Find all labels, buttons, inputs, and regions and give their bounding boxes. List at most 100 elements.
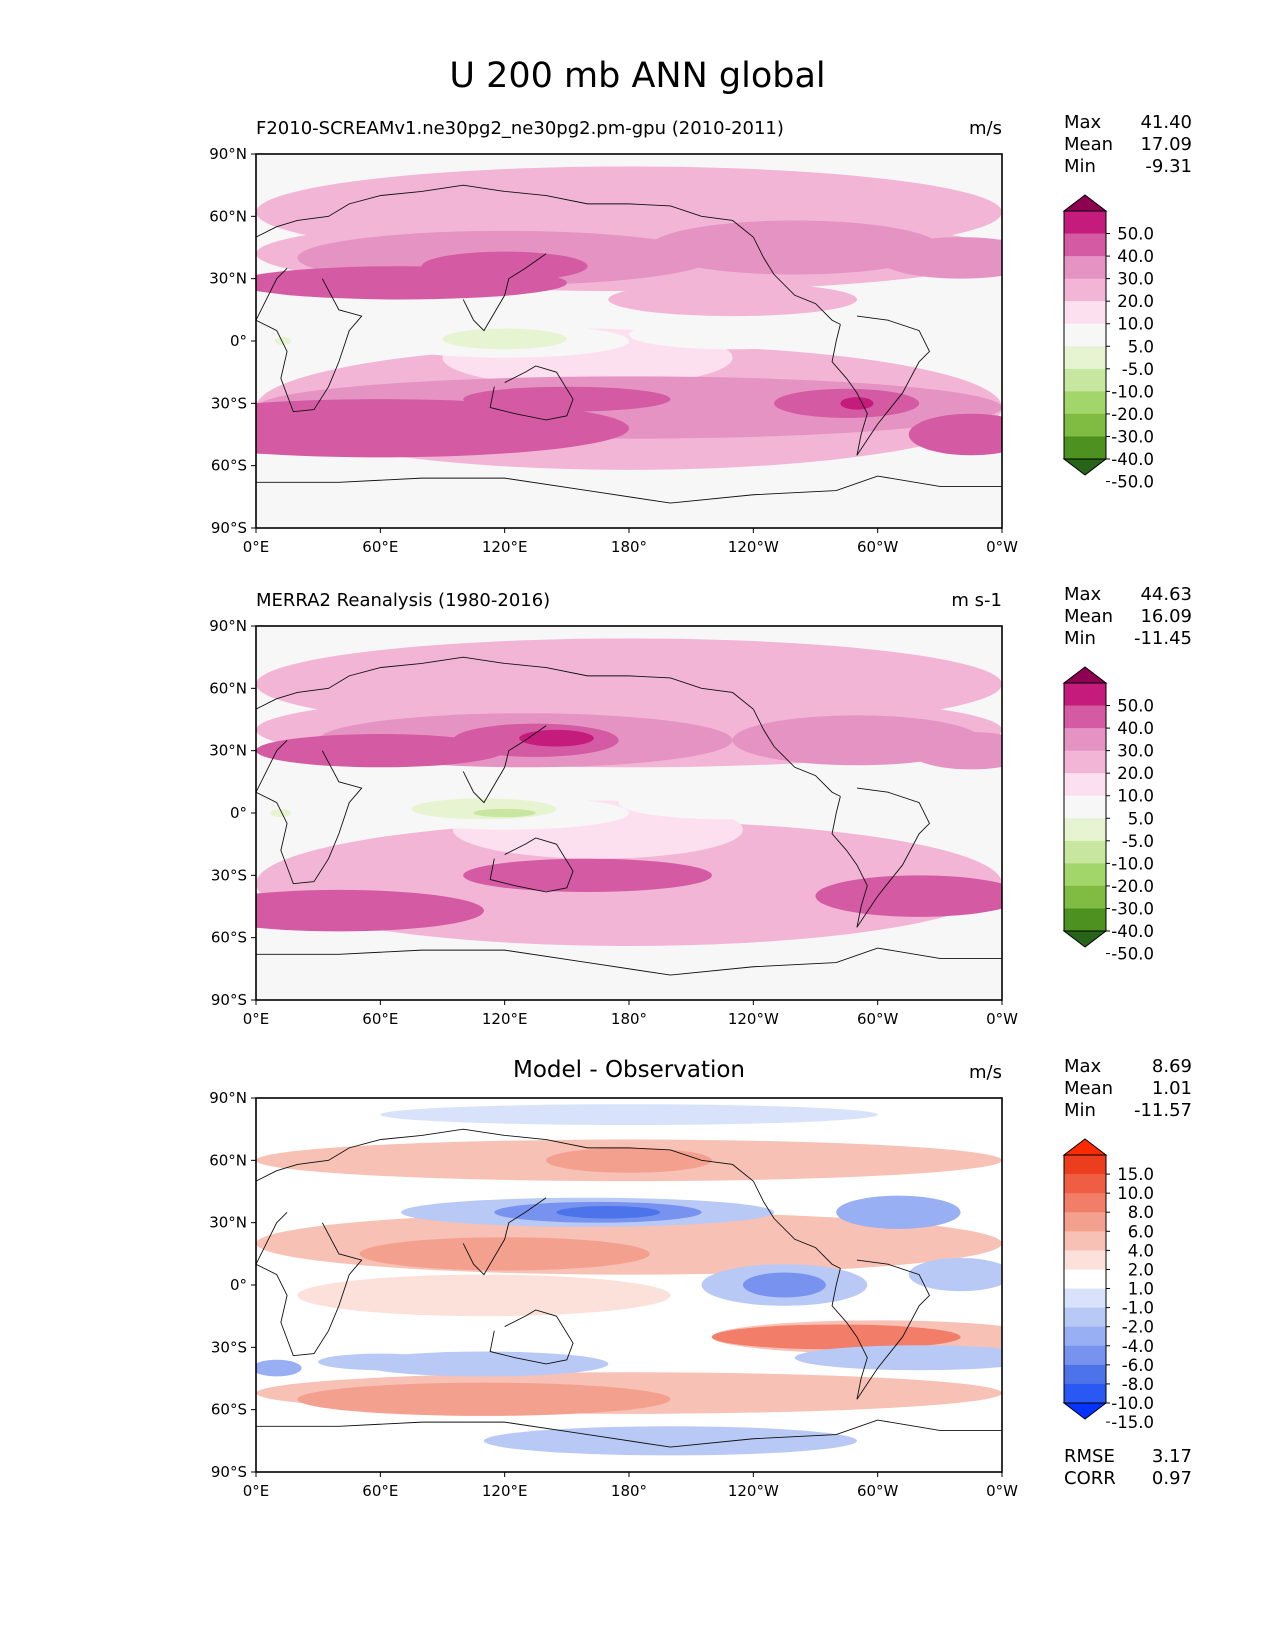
colorbar-label: -40.0 (1111, 450, 1154, 469)
coastline (831, 1268, 868, 1400)
figure-title: U 200 mb ANN global (449, 56, 826, 96)
min-label: Min (1064, 1100, 1096, 1121)
x-tick-label: 120°E (482, 538, 528, 556)
max-value: 8.69 (1151, 1056, 1192, 1077)
rmse-label: RMSE (1064, 1446, 1115, 1467)
colorbar-extend-min (1062, 930, 1108, 948)
colorbar-extend-max (1062, 194, 1108, 212)
colorbar-segment (1064, 1383, 1106, 1404)
x-tick-label: 0°W (986, 1010, 1018, 1028)
panel-title: Model - Observation (512, 1057, 746, 1083)
contour-region (297, 1382, 671, 1416)
contour-region (411, 798, 557, 820)
coastline (256, 656, 629, 710)
colorbar-segment (1064, 1250, 1106, 1270)
contour-region (815, 875, 1002, 917)
colorbar-label: -50.0 (1111, 473, 1154, 492)
colorbar-label: -8.0 (1122, 1375, 1154, 1394)
colorbar-label: -20.0 (1111, 877, 1154, 896)
colorbar-label: 15.0 (1117, 1165, 1154, 1184)
colorbar-label: 1.0 (1128, 1280, 1154, 1299)
colorbar-segment (1064, 795, 1106, 819)
colorbar-label: 10.0 (1117, 1184, 1154, 1203)
contour-region (463, 386, 671, 412)
contour-region (318, 1353, 443, 1371)
field-layer (256, 1098, 1002, 1472)
units-label: m/s (969, 1062, 1002, 1083)
coastline (856, 1259, 931, 1400)
difference-panel: Model - Observation m/s Max 8.69 Mean 1.01… (0, 1054, 1275, 1524)
coastline (462, 1197, 547, 1276)
colorbar-frame (1063, 682, 1107, 932)
map-plot: 0°E 60°E 120°E 180° 120°W 60°W 0°W 90°N 60°N 30°N… (209, 617, 1154, 1028)
coastline (831, 796, 868, 928)
colorbar-segment (1064, 211, 1106, 235)
contour-region (473, 808, 536, 818)
mean-value: 1.01 (1151, 1078, 1192, 1099)
y-tick-label: 60°N (209, 679, 247, 697)
coastline (489, 1309, 574, 1365)
y-tick-label: 90°S (211, 991, 247, 1009)
colorbar-label: 20.0 (1117, 764, 1154, 783)
colorbar-segment (1064, 1364, 1106, 1385)
corr-label: CORR (1064, 1468, 1116, 1489)
colorbar-extend-max (1062, 1138, 1108, 1156)
colorbar-segment (1064, 1212, 1106, 1232)
contour-region (256, 1359, 302, 1377)
contour-region (877, 237, 1002, 279)
contour-region (742, 1272, 826, 1298)
colorbar-label: 6.0 (1128, 1222, 1154, 1241)
colorbar-segment (1064, 683, 1106, 707)
colorbar-label: 8.0 (1128, 1203, 1154, 1222)
y-tick-label: 90°N (209, 145, 247, 163)
colorbar-label: 4.0 (1128, 1241, 1154, 1260)
colorbar-segment (1064, 278, 1106, 302)
y-tick-label: 30°S (211, 866, 247, 884)
max-value: 41.40 (1140, 112, 1192, 133)
contour-region (711, 1324, 961, 1350)
colorbar-label: 5.0 (1128, 809, 1154, 828)
coastline (256, 475, 1002, 504)
stats-box: Max 8.69 Mean 1.01 Min -11.57 (1064, 1056, 1192, 1122)
colorbar-label: 50.0 (1117, 697, 1154, 716)
field-layer (256, 626, 1002, 1000)
y-tick-label: 90°S (211, 519, 247, 537)
x-tick-label: 120°E (482, 1010, 528, 1028)
max-value: 44.63 (1140, 584, 1192, 605)
x-tick-label: 60°W (857, 1482, 899, 1500)
contour-region (618, 785, 826, 820)
x-tick-label: 180° (611, 1010, 647, 1028)
x-tick-label: 120°E (482, 1482, 528, 1500)
colorbar-segment (1064, 1269, 1106, 1290)
y-tick-label: 90°N (209, 617, 247, 635)
colorbar-label: 10.0 (1117, 315, 1154, 334)
colorbar-segment (1064, 391, 1106, 415)
coastline (256, 267, 363, 413)
y-tick-label: 60°S (211, 457, 247, 475)
colorbar-segment (1064, 773, 1106, 797)
colorbar-segment (1064, 436, 1106, 460)
coastline (256, 1128, 629, 1182)
coastline (256, 1211, 363, 1357)
colorbar-label: 2.0 (1128, 1260, 1154, 1279)
x-tick-label: 60°W (857, 538, 899, 556)
colorbar-label: -30.0 (1111, 427, 1154, 446)
mean-value: 16.09 (1140, 606, 1192, 627)
x-tick-label: 0°W (986, 1482, 1018, 1500)
max-label: Max (1064, 112, 1102, 133)
y-tick-label: 60°N (209, 207, 247, 225)
colorbar-label: -5.0 (1122, 360, 1154, 379)
contour-region (908, 1257, 1002, 1292)
rmse-value: 3.17 (1151, 1446, 1192, 1467)
x-tick-label: 60°E (362, 1482, 398, 1500)
contour-region (442, 328, 567, 350)
x-tick-label: 60°E (362, 1010, 398, 1028)
x-tick-label: 60°E (362, 538, 398, 556)
colorbar-frame (1063, 210, 1107, 460)
colorbar-extend-min (1062, 458, 1108, 476)
observation-panel: MERRA2 Reanalysis (1980-2016) m s-1 Max 4… (0, 582, 1275, 1052)
x-tick-label: 180° (611, 538, 647, 556)
panel-title: MERRA2 Reanalysis (1980-2016) (256, 590, 551, 611)
contour-region (608, 282, 857, 317)
contour-region (463, 858, 712, 892)
